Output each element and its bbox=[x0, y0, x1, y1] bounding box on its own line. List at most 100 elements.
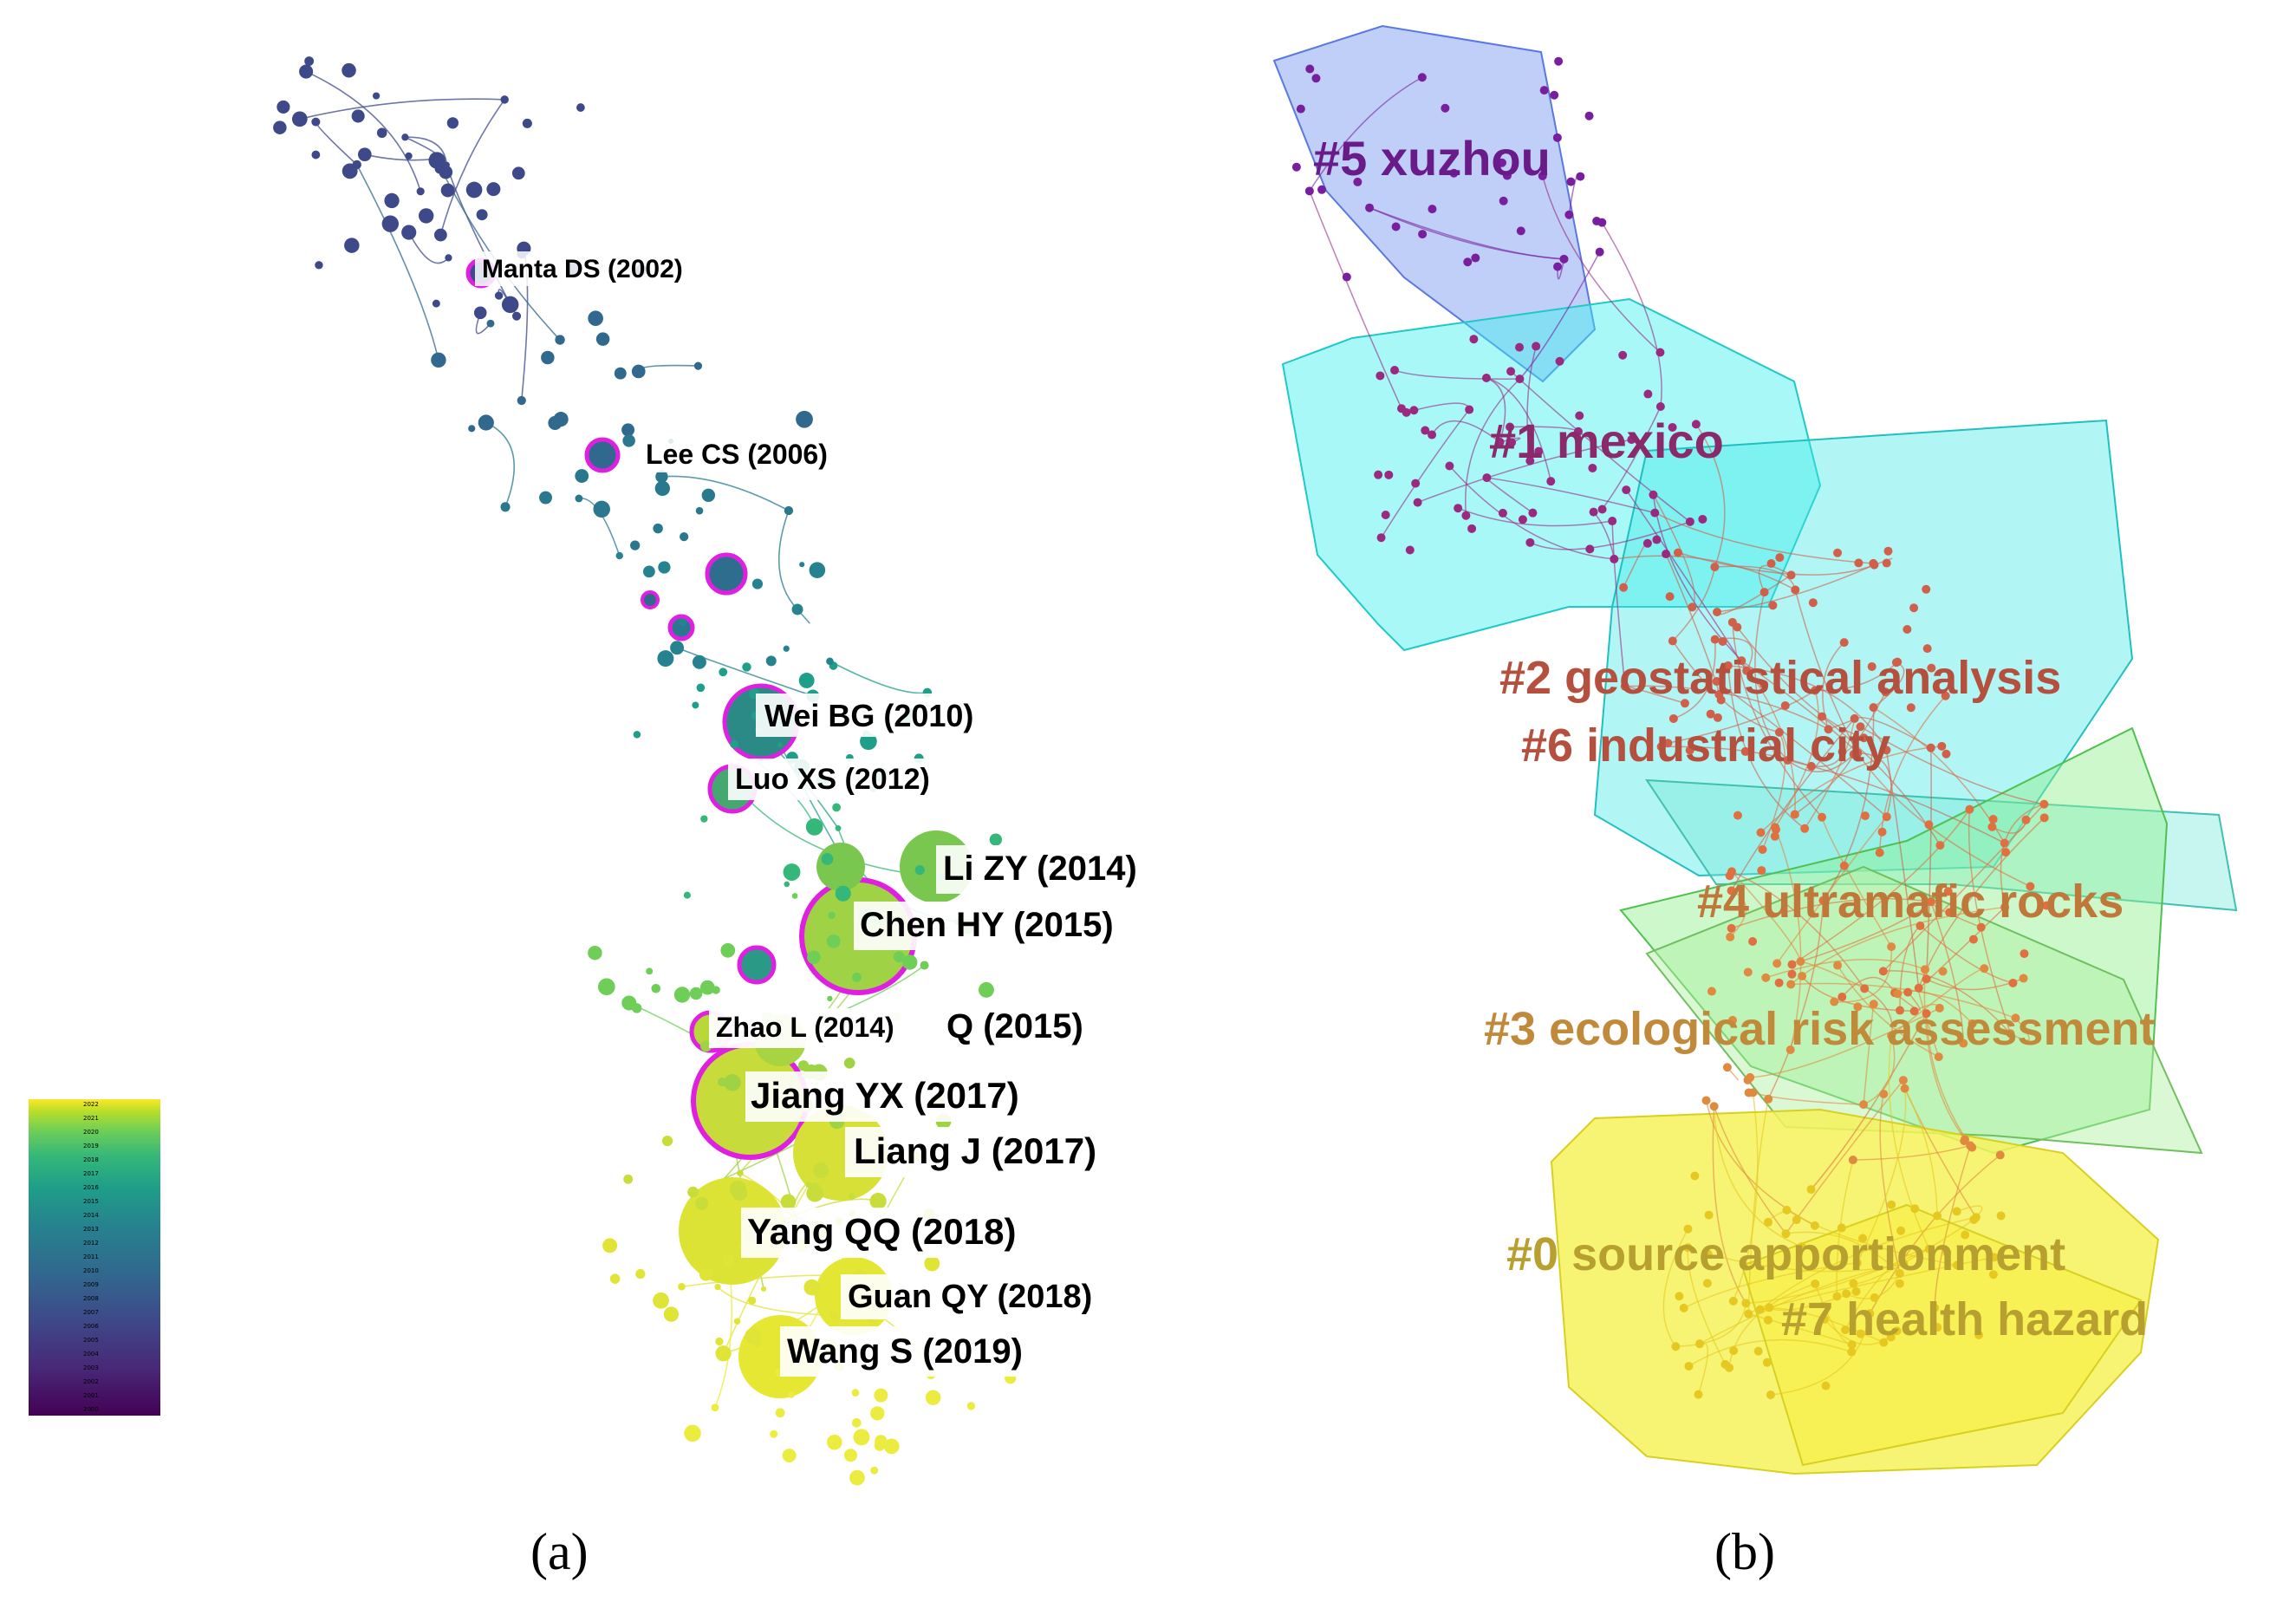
cluster-node bbox=[1771, 823, 1780, 832]
cluster-edge bbox=[1740, 660, 1796, 815]
network-node bbox=[852, 972, 862, 982]
cluster-node bbox=[1757, 866, 1766, 876]
network-node bbox=[925, 1390, 941, 1405]
cluster-node bbox=[1796, 957, 1805, 967]
legend-year-2009: 2009 bbox=[83, 1281, 99, 1288]
cluster-node bbox=[1869, 703, 1878, 713]
legend-year-2005: 2005 bbox=[83, 1337, 99, 1344]
network-node bbox=[311, 117, 321, 127]
cluster-edge bbox=[1874, 557, 1893, 566]
cluster-node bbox=[1942, 1247, 1952, 1257]
network-edge bbox=[829, 661, 927, 694]
cluster-node bbox=[1791, 585, 1800, 595]
cluster-node bbox=[1559, 254, 1569, 264]
network-node bbox=[720, 943, 736, 958]
cluster-edge bbox=[1786, 1209, 1958, 1267]
cluster-node bbox=[1662, 550, 1671, 559]
network-node bbox=[646, 967, 654, 975]
cluster-edge bbox=[1510, 370, 1691, 523]
cluster-edge bbox=[1930, 901, 1965, 1044]
cluster-node bbox=[1811, 1279, 1820, 1288]
network-node bbox=[401, 225, 417, 240]
cluster-edge bbox=[1672, 566, 1716, 641]
network-node bbox=[730, 739, 739, 749]
cluster-node bbox=[1390, 366, 1400, 375]
cluster-edge bbox=[1727, 665, 1805, 830]
label-zhao-l: Zhao L (2014) bbox=[716, 1012, 894, 1043]
cluster-node bbox=[1922, 1009, 1931, 1019]
label-q-2015: Q (2015) bbox=[946, 1007, 1083, 1045]
cluster-node bbox=[1538, 171, 1547, 180]
cluster-node bbox=[1974, 1331, 1984, 1340]
cluster-node bbox=[1589, 507, 1598, 517]
cluster-node bbox=[1839, 861, 1849, 870]
cluster-node bbox=[1576, 172, 1585, 181]
cluster-edge bbox=[1486, 377, 1552, 482]
cluster-node bbox=[1668, 713, 1678, 723]
cluster-node bbox=[1555, 356, 1564, 366]
network-node bbox=[821, 853, 834, 865]
cluster-edge bbox=[1923, 969, 1971, 1147]
legend-year-2018: 2018 bbox=[83, 1156, 99, 1163]
network-node bbox=[357, 147, 372, 161]
cluster-node bbox=[1723, 661, 1733, 670]
cluster-edge bbox=[1903, 1088, 1938, 1216]
network-node bbox=[588, 310, 603, 327]
network-node bbox=[851, 1389, 860, 1397]
cluster-node bbox=[1837, 993, 1847, 1002]
network-node bbox=[614, 367, 627, 380]
cluster-node bbox=[1926, 897, 1935, 907]
network-node bbox=[797, 1060, 810, 1071]
cluster-edge bbox=[1695, 423, 1726, 568]
cluster-node bbox=[1968, 1019, 1977, 1028]
network-node bbox=[826, 657, 834, 666]
cluster-edge bbox=[1747, 1098, 1769, 1314]
cluster-label-0: #0 source apportionment bbox=[1506, 1228, 2065, 1280]
network-node bbox=[352, 160, 361, 170]
cluster-edge bbox=[1486, 477, 1655, 514]
cluster-node bbox=[1684, 1361, 1694, 1371]
cluster-edge bbox=[1712, 1106, 1747, 1304]
network-edge bbox=[717, 1286, 835, 1317]
cluster-node bbox=[1882, 812, 1891, 822]
network-node bbox=[770, 1429, 778, 1438]
cluster-edge bbox=[1730, 718, 1856, 891]
cluster-node bbox=[1878, 967, 1888, 976]
network-node bbox=[670, 641, 685, 655]
cluster-node bbox=[1774, 727, 1784, 737]
network-node bbox=[832, 803, 842, 812]
network-node bbox=[661, 1135, 673, 1147]
cluster-edge bbox=[1758, 564, 1792, 593]
cluster-node bbox=[1620, 681, 1629, 691]
cluster-node bbox=[1585, 544, 1595, 554]
network-node bbox=[827, 995, 833, 1002]
label-manta-ds: Manta DS (2002) bbox=[482, 255, 683, 283]
cluster-node bbox=[1727, 886, 1736, 895]
cluster-edge bbox=[1776, 816, 1888, 964]
cluster-node bbox=[1926, 743, 1935, 752]
cluster-node bbox=[1818, 895, 1828, 905]
network-node bbox=[615, 551, 623, 560]
cluster-node bbox=[1818, 812, 1827, 822]
cluster-node bbox=[1396, 404, 1406, 414]
network-node bbox=[315, 261, 323, 270]
cluster-edge bbox=[1394, 369, 1520, 380]
network-node bbox=[805, 1182, 812, 1188]
network-edge bbox=[485, 421, 515, 508]
cluster-node bbox=[2039, 799, 2049, 809]
cluster-node bbox=[1342, 272, 1351, 282]
cluster-node bbox=[1707, 987, 1716, 996]
cluster-node bbox=[1709, 1102, 1719, 1111]
network-node bbox=[799, 562, 805, 568]
network-node bbox=[651, 983, 661, 993]
cluster-node bbox=[1304, 186, 1314, 196]
cluster-node bbox=[1421, 426, 1430, 435]
cluster-node bbox=[1909, 603, 1919, 613]
cluster-node bbox=[1685, 517, 1694, 526]
network-node bbox=[791, 893, 798, 899]
cluster-edge bbox=[1775, 829, 1802, 1051]
cluster-node bbox=[1869, 1000, 1878, 1009]
cluster-edge bbox=[1465, 378, 1520, 516]
cluster-node bbox=[1989, 1253, 1999, 1262]
network-node bbox=[678, 1282, 686, 1291]
